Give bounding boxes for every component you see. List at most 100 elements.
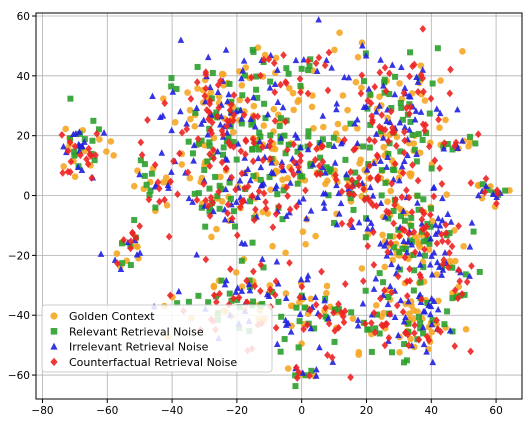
relevant-noise-point [444, 141, 451, 148]
relevant-noise-point [213, 109, 220, 116]
counterfactual-noise-point [215, 103, 223, 112]
relevant-noise-point [71, 152, 78, 159]
golden-context-point [60, 163, 67, 170]
counterfactual-noise-point [259, 156, 267, 165]
irrelevant-noise-point [413, 73, 420, 81]
irrelevant-noise-point [221, 215, 229, 223]
counterfactual-noise-point [183, 125, 191, 134]
irrelevant-noise-point [81, 138, 88, 145]
counterfactual-noise-point [306, 306, 314, 315]
irrelevant-noise-point [401, 84, 409, 91]
relevant-noise-point [319, 136, 326, 143]
y-tick-label: 0 [23, 191, 30, 203]
irrelevant-noise-point [337, 139, 345, 147]
counterfactual-noise-point [391, 159, 399, 168]
counterfactual-noise-point [238, 197, 245, 206]
irrelevant-noise-point [377, 240, 384, 247]
irrelevant-noise-point [335, 210, 343, 217]
relevant-noise-point [372, 325, 379, 332]
counterfactual-noise-point [368, 112, 375, 121]
counterfactual-noise-point [325, 319, 333, 328]
relevant-noise-point [409, 131, 416, 138]
golden-context-point [308, 103, 316, 111]
relevant-noise-point [277, 115, 284, 122]
relevant-noise-point [408, 214, 415, 221]
counterfactual-noise-point [206, 212, 214, 220]
counterfactual-noise-point [415, 335, 423, 344]
counterfactual-noise-point [444, 237, 452, 246]
counterfactual-noise-point [409, 161, 416, 169]
relevant-noise-point [195, 140, 202, 147]
counterfactual-noise-point [170, 157, 177, 166]
relevant-noise-point [277, 348, 284, 355]
counterfactual-noise-point [224, 209, 231, 218]
golden-context-point [296, 299, 303, 306]
irrelevant-noise-point [177, 107, 184, 115]
counterfactual-noise-point [284, 192, 291, 200]
counterfactual-noise-point [381, 286, 388, 295]
golden-context-point [467, 138, 474, 146]
relevant-noise-point [71, 148, 78, 155]
irrelevant-noise-point [313, 67, 321, 74]
irrelevant-noise-point [60, 142, 67, 150]
counterfactual-noise-point [481, 188, 488, 197]
golden-context-point [284, 365, 292, 372]
relevant-noise-point [195, 292, 202, 299]
counterfactual-noise-point [316, 170, 324, 178]
irrelevant-noise-point [333, 220, 341, 228]
relevant-noise-point [502, 187, 509, 194]
counterfactual-noise-point [286, 205, 294, 214]
irrelevant-noise-point [223, 156, 231, 163]
counterfactual-noise-point [389, 124, 396, 132]
relevant-noise-point [426, 240, 433, 247]
irrelevant-noise-point [272, 184, 279, 192]
counterfactual-noise-point [226, 141, 234, 150]
counterfactual-noise-point [381, 341, 389, 350]
relevant-noise-point [378, 192, 385, 199]
relevant-noise-point [275, 298, 282, 305]
x-tick-label: −20 [226, 405, 248, 417]
irrelevant-noise-point [225, 90, 232, 98]
relevant-noise-point [347, 120, 354, 127]
irrelevant-noise-point [238, 287, 246, 294]
relevant-noise-point [209, 69, 216, 76]
golden-context-point [341, 125, 349, 132]
relevant-noise-point [218, 277, 225, 284]
counterfactual-noise-point [401, 253, 409, 262]
counterfactual-noise-point [433, 316, 440, 325]
irrelevant-noise-point [434, 305, 442, 313]
counterfactual-noise-point [367, 99, 375, 108]
irrelevant-noise-point [418, 220, 426, 227]
counterfactual-noise-point [373, 202, 380, 210]
golden-context-point [387, 187, 395, 195]
counterfactual-noise-point [423, 230, 431, 239]
irrelevant-noise-point [254, 193, 262, 201]
relevant-noise-point [208, 95, 215, 102]
relevant-noise-point [239, 92, 246, 99]
relevant-noise-point [382, 179, 389, 186]
counterfactual-noise-point [184, 168, 192, 177]
relevant-noise-point [401, 217, 408, 224]
counterfactual-noise-point [376, 68, 384, 77]
irrelevant-noise-point [447, 218, 455, 225]
irrelevant-noise-point [280, 166, 288, 174]
counterfactual-noise-point [330, 308, 337, 317]
irrelevant-noise-point [354, 322, 362, 329]
relevant-noise-point [278, 313, 285, 320]
counterfactual-noise-point [228, 100, 235, 109]
irrelevant-noise-point [398, 163, 406, 170]
counterfactual-noise-point [347, 373, 354, 382]
counterfactual-noise-point [242, 150, 249, 159]
irrelevant-noise-point [328, 64, 335, 71]
counterfactual-noise-point [297, 151, 304, 160]
irrelevant-noise-point [320, 199, 328, 206]
relevant-noise-point [381, 76, 388, 83]
counterfactual-noise-point [386, 69, 393, 78]
relevant-noise-point [198, 204, 205, 211]
relevant-noise-point [248, 121, 255, 128]
irrelevant-noise-point [222, 185, 230, 193]
irrelevant-noise-point [379, 134, 387, 141]
irrelevant-noise-point [190, 157, 197, 164]
irrelevant-noise-point [247, 176, 254, 184]
counterfactual-noise-point [355, 181, 363, 190]
